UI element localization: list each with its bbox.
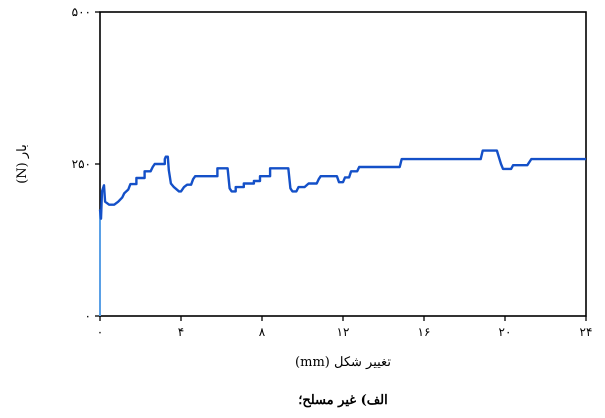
x-tick-label-4: ۱۶ xyxy=(418,325,431,339)
y-axis-label: بار (N) xyxy=(15,144,30,184)
series-line xyxy=(98,149,586,220)
axis-tick-labels: ۰ ۴ ۸ ۱۲ ۱۶ ۲۰ ۲۴ ۰ ۲۵۰ ۵۰۰ xyxy=(72,5,593,339)
figure-caption: الف) غیر مسلح؛ xyxy=(298,393,388,408)
x-tick-label-5: ۲۰ xyxy=(499,325,512,339)
x-tick-label-6: ۲۴ xyxy=(580,325,593,339)
y-tick-label-0: ۰ xyxy=(85,309,91,323)
x-tick-label-2: ۸ xyxy=(259,325,266,339)
y-tick-label-1: ۲۵۰ xyxy=(72,157,91,171)
y-tick-label-2: ۵۰۰ xyxy=(72,5,91,19)
x-tick-label-3: ۱۲ xyxy=(337,325,350,339)
x-tick-label-0: ۰ xyxy=(97,325,103,339)
axis-ticks xyxy=(95,11,587,321)
x-axis-label: تغییر شکل (mm) xyxy=(295,355,391,370)
x-tick-label-1: ۴ xyxy=(178,325,184,339)
